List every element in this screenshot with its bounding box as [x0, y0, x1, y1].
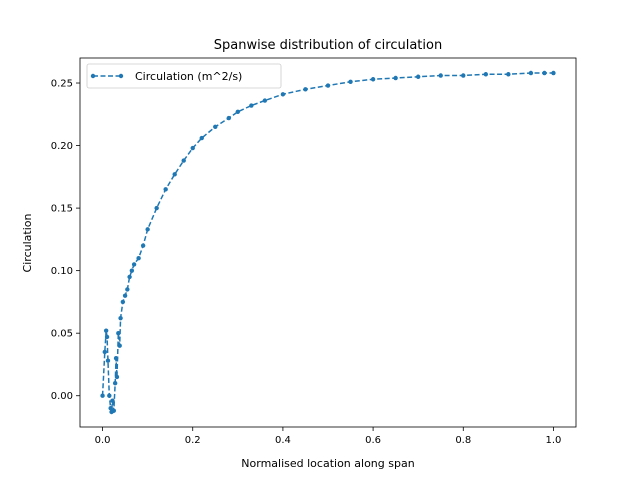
data-point	[116, 330, 121, 336]
data-point	[528, 70, 534, 76]
series-layer	[100, 70, 556, 415]
data-point	[415, 74, 421, 79]
data-point	[125, 287, 130, 292]
data-point	[102, 349, 108, 355]
data-point	[370, 77, 376, 82]
data-point	[325, 83, 331, 88]
data-point	[129, 268, 135, 273]
data-point	[127, 274, 132, 280]
data-point	[438, 73, 443, 78]
x-tick-label: 1.0	[546, 435, 562, 446]
data-point	[100, 393, 105, 398]
data-point	[551, 70, 556, 76]
data-point	[145, 227, 150, 232]
data-point	[104, 334, 110, 340]
chart-title: Spanwise distribution of circulation	[214, 38, 442, 53]
data-point	[249, 103, 254, 108]
data-point	[461, 73, 466, 78]
data-point	[112, 381, 118, 386]
x-tick-label: 0.0	[95, 435, 111, 446]
y-tick-label: 0.00	[51, 391, 73, 402]
data-point	[226, 115, 231, 121]
y-tick-label: 0.10	[51, 266, 73, 277]
x-tick-label: 0.2	[185, 435, 201, 446]
data-point	[483, 72, 489, 77]
data-point	[122, 293, 128, 298]
ticks-layer: 0.0 0.2 0.4 0.6 0.8 1.0 0.00 0.05 0.10 0.15 0.20 0.…	[51, 79, 562, 446]
y-tick-label: 0.25	[51, 79, 73, 90]
x-tick-label: 0.6	[365, 435, 381, 446]
data-point	[303, 87, 308, 92]
legend-marker-right	[118, 73, 124, 79]
data-point	[117, 343, 122, 348]
y-tick-label: 0.20	[51, 141, 73, 152]
data-point	[111, 408, 117, 413]
data-point	[110, 398, 115, 403]
data-point	[103, 328, 109, 333]
y-tick-label: 0.05	[51, 329, 73, 340]
x-tick-label: 0.8	[455, 435, 471, 446]
legend: Circulation (m^2/s)	[86, 63, 282, 89]
data-point	[506, 72, 511, 77]
data-point	[190, 145, 195, 151]
data-point	[114, 374, 120, 380]
data-point	[163, 187, 168, 192]
data-point	[131, 262, 137, 267]
plot-frame	[79, 57, 577, 428]
data-point	[199, 135, 204, 141]
data-point	[118, 315, 123, 321]
data-point	[181, 158, 186, 163]
data-point	[107, 393, 112, 398]
data-point	[154, 205, 159, 211]
data-point	[120, 299, 126, 305]
data-point	[393, 75, 398, 81]
y-tick-label: 0.15	[51, 204, 73, 215]
x-axis-label: Normalised location along span	[241, 457, 414, 470]
legend-marker-left	[90, 73, 96, 79]
data-point	[542, 70, 547, 76]
data-point	[348, 79, 353, 84]
data-point	[108, 406, 113, 411]
data-point	[213, 124, 218, 129]
legend-label: Circulation (m^2/s)	[135, 70, 242, 83]
data-point	[280, 92, 286, 97]
data-point	[136, 255, 141, 261]
y-axis-label: Circulation	[21, 214, 34, 273]
series-line	[101, 72, 554, 413]
data-point	[172, 172, 177, 177]
x-tick-label: 0.4	[275, 435, 291, 446]
legend-box	[86, 63, 282, 89]
data-point	[113, 356, 119, 361]
data-point	[262, 98, 268, 103]
data-point	[105, 358, 111, 363]
data-point	[235, 109, 241, 114]
data-point	[140, 243, 146, 248]
